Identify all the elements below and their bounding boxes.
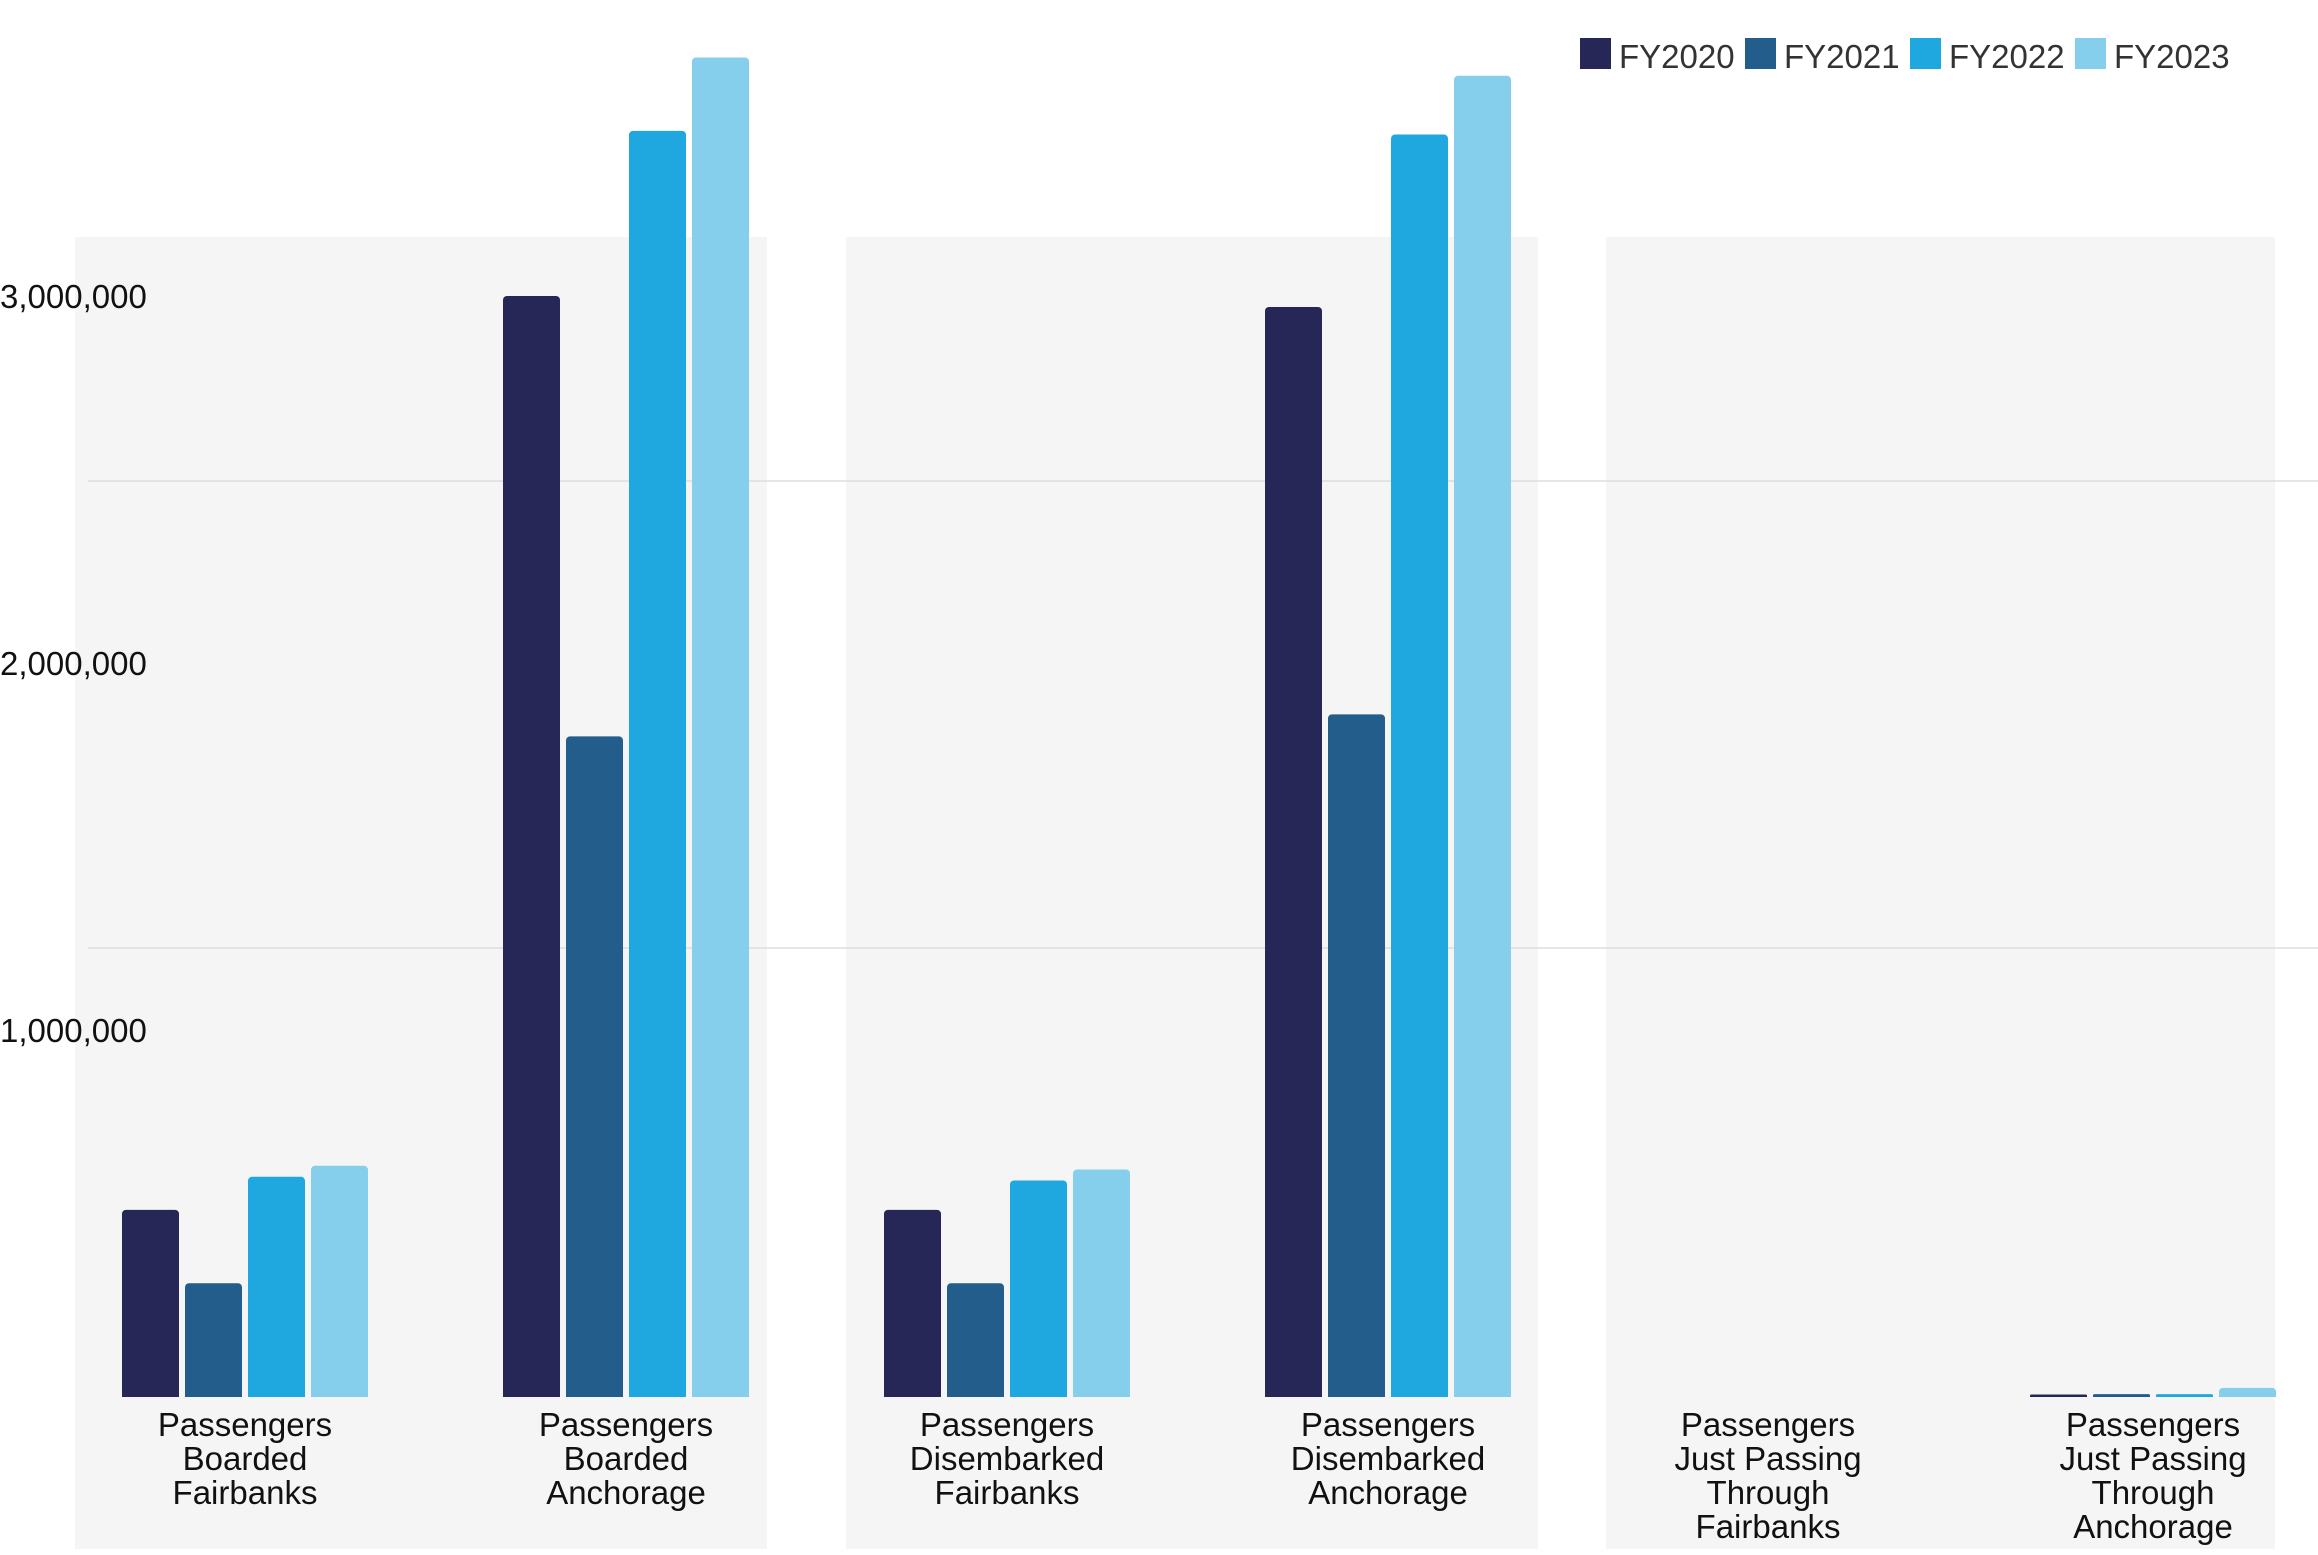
bar-base [122, 1393, 179, 1397]
bar-fy2021-4 [1328, 714, 1385, 1397]
category-label: Passengers Boarded Anchorage [539, 1406, 713, 1511]
bar-fy2023-2 [692, 57, 749, 1398]
group-background-bands [75, 237, 2275, 1549]
bar-base [566, 1393, 623, 1397]
legend-label: FY2023 [2114, 38, 2230, 75]
bar-fy2020-4 [1265, 307, 1322, 1397]
y-axis: 1,000,000 2,000,000 3,000,000 [0, 278, 147, 1049]
legend-swatch [2075, 38, 2106, 69]
bar-fy2020-3 [884, 1209, 941, 1397]
bar-fy2022-3 [1010, 1180, 1067, 1397]
category-label: Passengers Just Passing Through Fairbanks [1674, 1406, 1861, 1545]
bar-fy2021-1 [185, 1283, 242, 1397]
bars [122, 57, 2276, 1398]
bar-fy2021-3 [947, 1283, 1004, 1397]
gridlines [88, 480, 2318, 949]
legend-item-fy2021: FY2021 [1745, 38, 1900, 75]
bar-base [311, 1393, 368, 1397]
bar-fy2020-1 [122, 1209, 179, 1397]
legend-item-fy2022: FY2022 [1910, 38, 2065, 75]
category-label: Passengers Just Passing Through Anchorage [2059, 1406, 2246, 1545]
legend-item-fy2020: FY2020 [1580, 38, 1735, 75]
bar-base [1454, 1393, 1511, 1397]
bar-base [692, 1393, 749, 1397]
background-band [1606, 237, 2275, 1549]
y-tick-label: 1,000,000 [0, 1012, 147, 1049]
y-tick-label: 3,000,000 [0, 278, 147, 315]
bar-base [2156, 1395, 2213, 1397]
bar-fy2023-3 [1073, 1169, 1130, 1397]
bar-fy2020-2 [503, 296, 560, 1397]
bar-base [2219, 1393, 2276, 1397]
bar-fy2023-4 [1454, 75, 1511, 1397]
bar-base [1391, 1393, 1448, 1397]
bar-fy2022-4 [1391, 134, 1448, 1397]
bar-base [1010, 1393, 1067, 1397]
bar-base [1328, 1393, 1385, 1397]
legend-label: FY2020 [1619, 38, 1735, 75]
bar-fy2022-2 [629, 130, 686, 1398]
legend-item-fy2023: FY2023 [2075, 38, 2230, 75]
bar-base [2093, 1395, 2150, 1397]
bar-base [185, 1393, 242, 1397]
bar-fy2023-1 [311, 1165, 368, 1397]
bar-base [1265, 1393, 1322, 1397]
y-tick-label: 2,000,000 [0, 645, 147, 682]
bar-base [947, 1393, 1004, 1397]
legend: FY2020 FY2021 FY2022 FY2023 [1580, 38, 2230, 75]
bar-base [248, 1393, 305, 1397]
legend-swatch [1580, 38, 1611, 69]
legend-label: FY2022 [1949, 38, 2065, 75]
bar-fy2022-1 [248, 1176, 305, 1397]
category-label: Passengers Disembarked Fairbanks [910, 1406, 1104, 1511]
bar-base [884, 1393, 941, 1397]
bar-fy2021-2 [566, 736, 623, 1397]
bar-base [2030, 1395, 2087, 1397]
legend-label: FY2021 [1784, 38, 1900, 75]
bar-base [629, 1393, 686, 1397]
x-axis: Passengers Boarded Fairbanks Passengers Boar… [158, 1406, 2247, 1545]
legend-swatch [1745, 38, 1776, 69]
category-label: Passengers Boarded Fairbanks [158, 1406, 332, 1511]
category-label: Passengers Disembarked Anchorage [1291, 1406, 1485, 1511]
bar-base [1073, 1393, 1130, 1397]
legend-swatch [1910, 38, 1941, 69]
bar-base [503, 1393, 560, 1397]
